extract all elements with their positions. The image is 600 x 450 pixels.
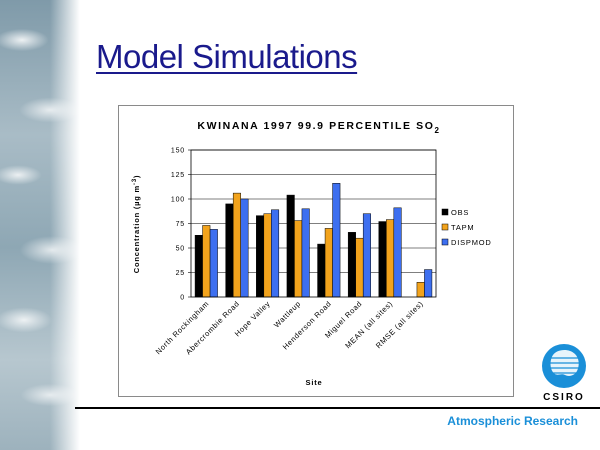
logo-dot-grid: [550, 357, 580, 374]
chart-panel: KWINANA 1997 99.9 PERCENTILE SO2 Concent…: [118, 105, 514, 397]
bar-dispmod-3: [271, 209, 280, 298]
y-axis-label-superscript: -3: [132, 178, 138, 185]
footer-text: Atmospheric Research: [447, 414, 578, 428]
csiro-logo: CSIRO: [542, 344, 586, 403]
footer-divider: [75, 407, 600, 409]
y-tick-label: 150: [171, 148, 185, 155]
logo-text: CSIRO: [543, 392, 585, 403]
legend-label: OBS: [451, 208, 469, 217]
y-tick-label: 50: [176, 246, 185, 253]
legend-swatch: [441, 223, 449, 231]
x-tick-label: Wattleup: [272, 299, 302, 329]
bar-dispmod-5: [332, 183, 341, 298]
bar-obs-5: [317, 243, 326, 298]
y-axis-label: Concentration (µg m-3): [132, 175, 141, 274]
so2-bar-chart: KWINANA 1997 99.9 PERCENTILE SO2 Concent…: [132, 120, 492, 387]
bar-obs-7: [378, 221, 387, 298]
plot-area: [190, 149, 437, 298]
bar-tapm-1: [202, 225, 211, 298]
legend-swatch: [441, 238, 449, 246]
y-tick-label: 0: [180, 295, 185, 302]
bar-dispmod-4: [301, 208, 310, 298]
chart-title-subscript: 2: [435, 126, 441, 135]
bar-obs-1: [194, 235, 203, 298]
bar-dispmod-7: [393, 207, 402, 298]
bar-dispmod-6: [362, 213, 371, 298]
y-axis-label-end: ): [132, 175, 141, 178]
bar-obs-6: [347, 232, 356, 298]
y-tick-label: 75: [176, 221, 185, 228]
chart-title: KWINANA 1997 99.9 PERCENTILE SO2: [197, 120, 440, 135]
bar-dispmod-8: [424, 269, 433, 298]
bar-tapm-5: [324, 228, 333, 298]
legend-label: TAPM: [451, 223, 474, 232]
y-tick-label: 25: [176, 270, 185, 277]
x-tick-label: North Rockingham: [154, 299, 211, 356]
y-tick-label: 125: [171, 172, 185, 179]
legend-swatch: [441, 208, 449, 216]
bar-tapm-3: [263, 213, 272, 298]
y-axis-label-main: Concentration (µg m: [132, 185, 141, 273]
x-tick-label: Abercrombie Road: [184, 299, 241, 356]
bar-obs-3: [256, 215, 265, 298]
bars: [194, 183, 433, 298]
bar-dispmod-1: [209, 229, 218, 298]
legend-label: DISPMOD: [451, 238, 492, 247]
bar-tapm-7: [386, 219, 395, 298]
bar-obs-2: [225, 203, 234, 298]
slide-title: Model Simulations: [96, 38, 358, 75]
bar-tapm-2: [232, 192, 241, 298]
bar-obs-4: [286, 194, 295, 298]
bar-tapm-4: [294, 220, 303, 298]
bar-tapm-8: [416, 282, 425, 298]
sky-background: [0, 0, 80, 450]
y-tick-label: 100: [171, 197, 185, 204]
x-axis-label: Site: [306, 378, 323, 387]
legend: OBS TAPM DISPMOD: [441, 208, 492, 247]
chart-title-main: KWINANA 1997 99.9 PERCENTILE SO: [197, 120, 434, 132]
bar-tapm-6: [355, 237, 364, 298]
bar-dispmod-2: [240, 198, 249, 298]
